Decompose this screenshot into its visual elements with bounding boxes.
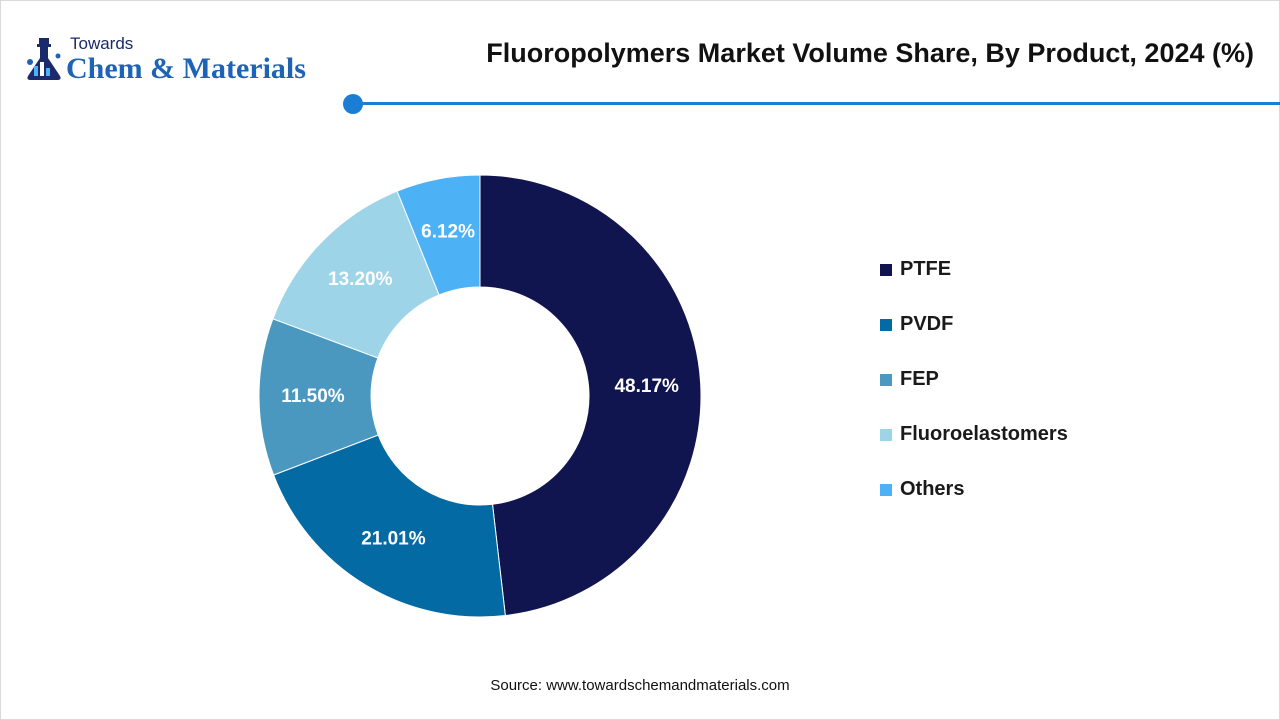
slice-pvdf [272,434,506,618]
page-title: Fluoropolymers Market Volume Share, By P… [486,38,1254,68]
legend-item-pvdf: PVDF [880,310,1068,365]
slice-label-ptfe: 48.17% [614,376,679,397]
legend-label: PVDF [900,313,954,335]
slice-label-fep: 11.50% [281,386,344,407]
legend-label: Fluoroelastomers [900,423,1068,445]
legend-label: PTFE [900,258,952,280]
brand-top-text: Towards [70,34,134,53]
legend-label: Others [900,478,965,500]
slice-ptfe [479,174,702,617]
chart-legend: PTFE PVDF FEP Fluoroelastomers Others [880,255,1068,530]
slice-label-others: 6.12% [421,222,475,243]
title-rule-dot [343,94,363,114]
title-rule-line [360,102,1280,105]
brand-logo: Towards Chem & Materials [22,32,342,88]
legend-item-others: Others [880,475,1068,530]
slice-others [396,174,481,296]
legend-item-fep: FEP [880,365,1068,420]
legend-swatch [880,374,892,386]
slice-label-pvdf: 21.01% [361,528,426,549]
legend-swatch [880,264,892,276]
source-note: Source: www.towardschemandmaterials.com [490,677,790,694]
legend-item-fluoroelastomers: Fluoroelastomers [880,420,1068,475]
legend-item-ptfe: PTFE [880,255,1068,310]
brand-main-text: Chem & Materials [66,52,306,85]
legend-label: FEP [900,368,939,390]
legend-swatch [880,319,892,331]
slice-label-fluoroelastomers: 13.20% [328,269,393,290]
flask-icon [27,38,61,80]
legend-swatch [880,484,892,496]
legend-swatch [880,429,892,441]
